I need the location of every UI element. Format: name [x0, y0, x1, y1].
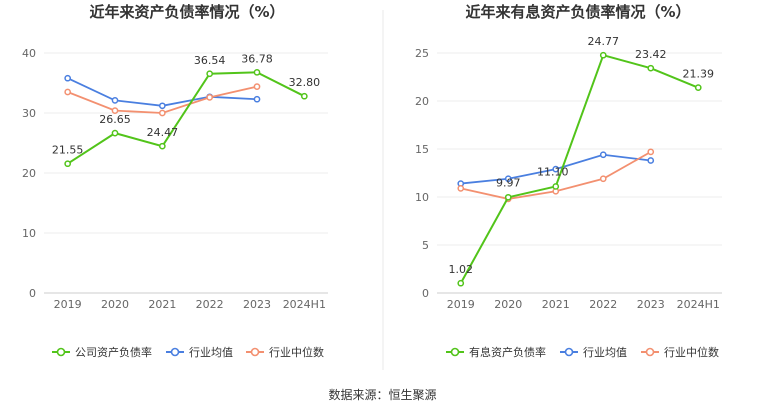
legend-item: 行业中位数	[641, 345, 719, 359]
data-point	[111, 107, 119, 114]
legend-label: 有息资产负债率	[469, 345, 546, 359]
chart-title: 近年来有息资产负债率情况（%）	[465, 3, 690, 21]
legend-item: 公司资产负债率	[52, 345, 152, 359]
y-tick-label: 25	[415, 47, 429, 60]
legend-item: 行业均值	[560, 346, 627, 359]
data-point	[504, 193, 512, 201]
x-tick-label: 2022	[589, 298, 617, 311]
data-point	[64, 160, 72, 168]
x-tick-label: 2024H1	[283, 298, 326, 311]
data-label: 36.78	[241, 52, 273, 65]
legend-marker	[170, 347, 180, 357]
data-point	[599, 51, 607, 59]
data-label: 9.97	[496, 176, 521, 189]
y-tick-label: 20	[22, 167, 36, 180]
data-point	[158, 142, 166, 150]
series-line	[67, 71, 305, 165]
data-point	[158, 102, 166, 110]
data-label: 21.39	[683, 68, 715, 81]
data-label: 11.10	[537, 165, 569, 178]
legend-marker	[645, 347, 655, 357]
data-label: 24.77	[588, 35, 620, 48]
data-point	[647, 148, 655, 156]
y-tick-label: 10	[22, 227, 36, 240]
x-tick-label: 2021	[148, 298, 176, 311]
data-label: 36.54	[194, 54, 226, 67]
legend-item: 行业均值	[166, 346, 233, 359]
data-point	[647, 64, 655, 72]
legend-item: 行业中位数	[246, 345, 324, 359]
x-tick-label: 2020	[494, 298, 522, 311]
series-line	[459, 54, 699, 284]
data-point	[64, 88, 72, 96]
legend-label: 行业均值	[189, 346, 233, 359]
data-point	[111, 129, 119, 137]
charts-canvas: 近年来资产负债率情况（%） 0 10 20 30 40 2019 2020 2021 2022 20…	[22, 3, 722, 370]
y-tick-label: 30	[22, 107, 36, 120]
x-tick-label: 2020	[101, 298, 129, 311]
data-point	[599, 175, 607, 183]
data-point	[552, 165, 560, 173]
x-tick-label: 2019	[54, 298, 82, 311]
data-label: 1.02	[449, 263, 474, 276]
chart-2: 近年来有息资产负债率情况（%） 0 5 10 15 20 25 2019 2020 2021 202…	[415, 3, 722, 359]
data-point	[647, 157, 655, 164]
data-point	[457, 185, 465, 192]
y-tick-label: 40	[22, 47, 36, 60]
y-tick-label: 0	[422, 287, 429, 300]
legend-marker	[450, 347, 460, 357]
legend-marker	[250, 347, 260, 357]
y-tick-label: 20	[415, 95, 429, 108]
legend-marker	[56, 347, 66, 357]
data-point	[253, 68, 261, 76]
data-point	[504, 175, 512, 183]
x-tick-label: 2023	[243, 298, 271, 311]
data-label: 26.65	[99, 113, 131, 126]
legend-label: 公司资产负债率	[75, 345, 152, 359]
legend-marker	[564, 347, 574, 357]
legend-label: 行业中位数	[269, 345, 324, 359]
y-tick-label: 5	[422, 239, 429, 252]
data-point	[599, 151, 607, 159]
data-point	[206, 94, 214, 101]
legend-label: 行业中位数	[664, 345, 719, 359]
data-point	[253, 83, 261, 90]
x-tick-label: 2023	[637, 298, 665, 311]
chart-title: 近年来资产负债率情况（%）	[89, 3, 284, 21]
data-label: 23.42	[635, 48, 667, 61]
data-point	[64, 74, 72, 82]
data-point	[158, 109, 166, 117]
data-label: 21.55	[52, 144, 84, 157]
data-point	[694, 84, 702, 92]
y-tick-label: 10	[415, 191, 429, 204]
data-label: 24.47	[147, 126, 179, 139]
x-tick-label: 2022	[196, 298, 224, 311]
data-point	[552, 183, 560, 190]
y-tick-label: 15	[415, 143, 429, 156]
legend-label: 行业均值	[583, 346, 627, 359]
data-label: 32.80	[289, 76, 321, 89]
data-point	[300, 92, 308, 100]
x-tick-label: 2024H1	[677, 298, 720, 311]
data-point	[206, 70, 214, 78]
data-source-label: 数据来源：恒生聚源	[328, 388, 437, 402]
y-tick-label: 0	[29, 287, 36, 300]
series-line	[67, 77, 258, 107]
x-tick-label: 2021	[542, 298, 570, 311]
chart-1: 近年来资产负债率情况（%） 0 10 20 30 40 2019 2020 2021 2022 20…	[22, 3, 328, 359]
legend-item: 有息资产负债率	[446, 345, 546, 359]
data-point	[253, 95, 261, 103]
data-point	[111, 97, 119, 104]
data-point	[457, 279, 465, 287]
x-tick-label: 2019	[447, 298, 475, 311]
